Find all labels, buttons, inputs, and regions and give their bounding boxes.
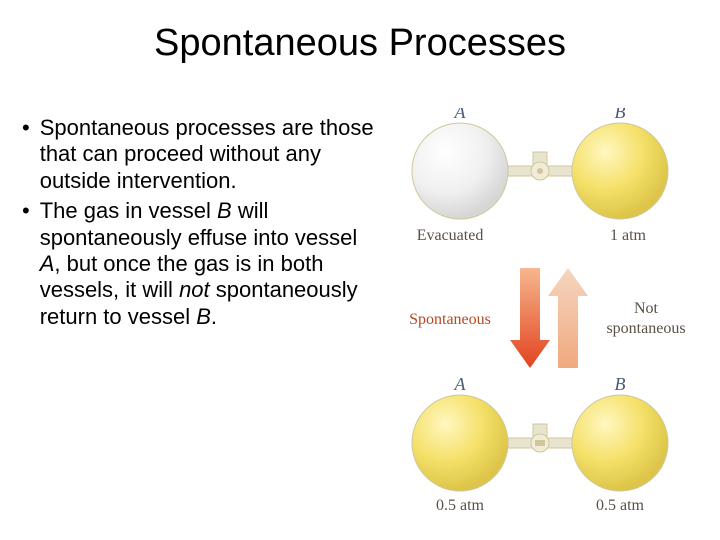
slide-title: Spontaneous Processes bbox=[0, 22, 720, 65]
vessel-label-a-top: A bbox=[454, 108, 467, 122]
vessel-label-a-bottom: A bbox=[454, 374, 467, 394]
vessel-label-b-top: B bbox=[615, 108, 626, 122]
list-item: Spontaneous processes are those that can… bbox=[22, 115, 382, 194]
caption-evacuated: Evacuated bbox=[417, 227, 484, 244]
caption-05atm-a: 0.5 atm bbox=[436, 497, 485, 514]
bullet-list: Spontaneous processes are those that can… bbox=[22, 115, 382, 334]
arrow-label-spontaneous: Spontaneous bbox=[409, 311, 491, 328]
vessel-label-b-bottom: B bbox=[615, 374, 626, 394]
list-item: The gas in vessel B will spontaneously e… bbox=[22, 198, 382, 330]
vessel-diagram: A B Evacuated 1 atm Spontaneous Not spon… bbox=[390, 108, 710, 518]
bullet-text: The gas in vessel B will spontaneously e… bbox=[40, 198, 382, 330]
arrow-label-not-2: spontaneous bbox=[606, 320, 685, 337]
bullet-text: Spontaneous processes are those that can… bbox=[40, 115, 382, 194]
arrow-label-not-1: Not bbox=[634, 300, 659, 317]
caption-1atm: 1 atm bbox=[610, 227, 647, 244]
caption-05atm-b: 0.5 atm bbox=[596, 497, 645, 514]
